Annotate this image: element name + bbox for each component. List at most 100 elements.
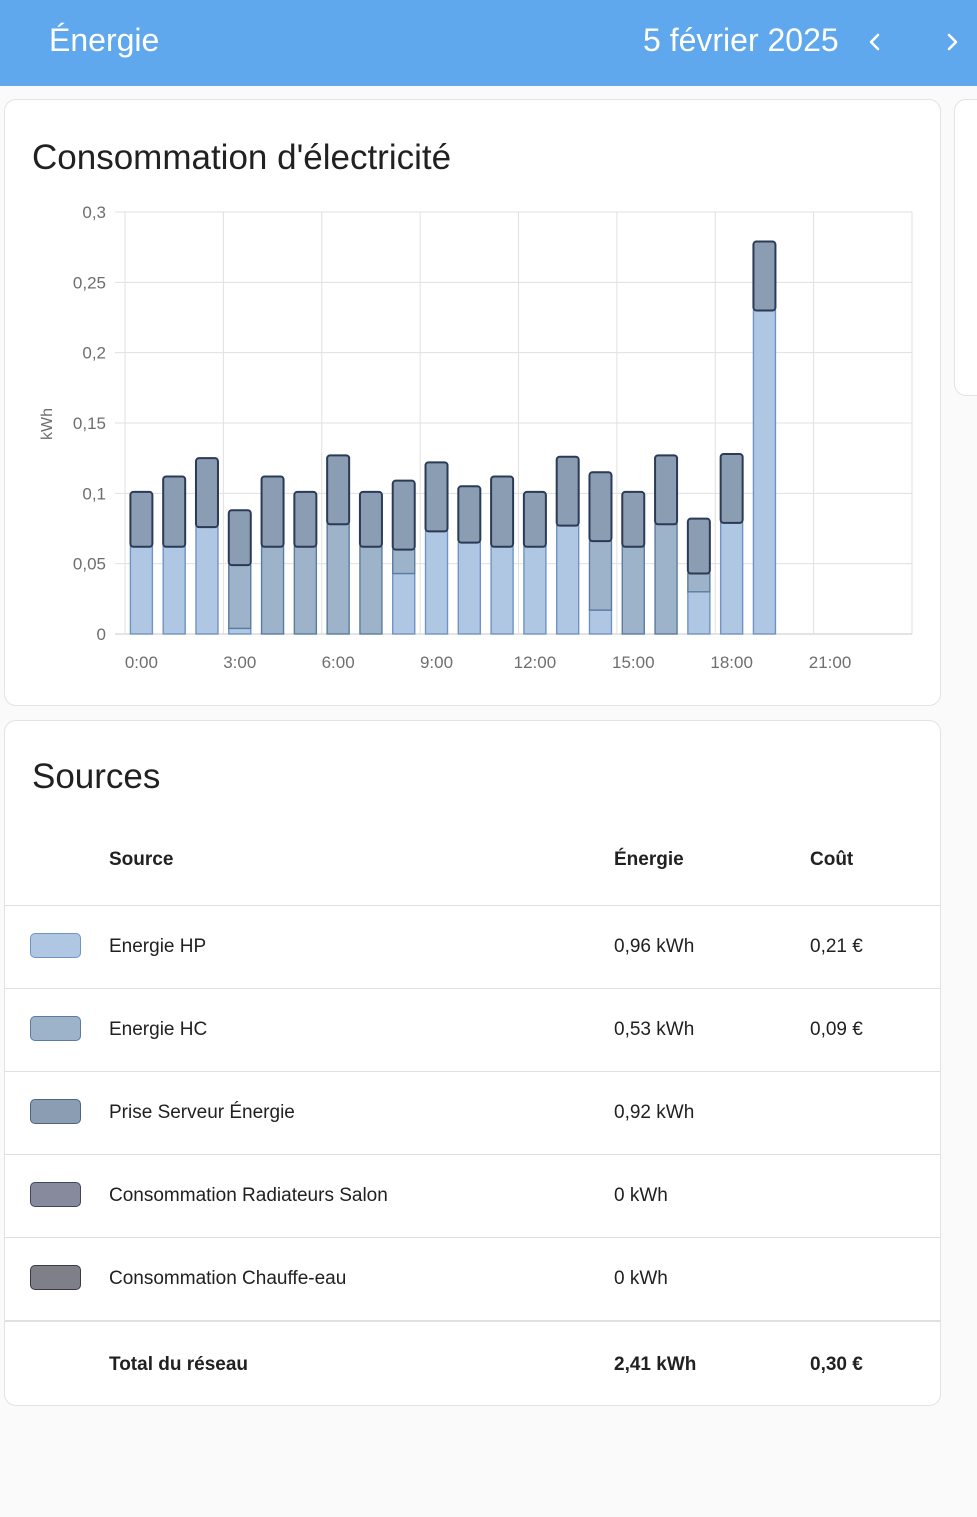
source-color-swatch (30, 1265, 81, 1290)
bar-segment (260, 546, 285, 635)
bar-segment (162, 475, 187, 548)
row-divider (5, 1237, 940, 1238)
bar-segment (424, 461, 449, 533)
bar-segment (326, 454, 351, 526)
source-name: Energie HC (109, 1019, 208, 1040)
bar-segment (686, 517, 711, 575)
bar-segment (228, 627, 252, 635)
date-display: 5 février 2025 (643, 22, 839, 58)
bar-segment (555, 455, 580, 527)
y-tick-label: 0 (97, 625, 106, 644)
bar-segment (194, 457, 219, 529)
bar-segment (621, 546, 645, 635)
bar-segment (522, 490, 547, 548)
previous-day-button[interactable] (853, 18, 897, 66)
row-divider (5, 1071, 940, 1072)
header-cost: Coût (810, 849, 854, 870)
bar-segment (424, 530, 449, 635)
bar-segment (490, 475, 515, 548)
total-label: Total du réseau (109, 1354, 249, 1375)
bar-segment (621, 490, 646, 548)
x-tick-label: 12:00 (514, 653, 557, 672)
bar-segment (195, 526, 219, 635)
source-energy: 0,53 kWh (614, 1019, 695, 1040)
x-tick-label: 6:00 (322, 653, 355, 672)
next-day-button[interactable] (930, 18, 974, 66)
y-axis-label: kWh (39, 408, 56, 440)
bar-segment (326, 523, 350, 635)
source-name: Energie HP (109, 936, 207, 957)
y-tick-label: 0,3 (82, 203, 106, 222)
x-tick-label: 9:00 (420, 653, 453, 672)
source-energy: 0,96 kWh (614, 936, 695, 957)
bar-segment (654, 454, 679, 526)
bar-segment (719, 522, 744, 635)
bar-segment (654, 523, 678, 635)
source-color-swatch (30, 1016, 81, 1041)
table-divider (5, 905, 940, 906)
bar-segment (392, 548, 416, 575)
bar-segment (359, 546, 383, 635)
consumption-chart: 0 0,05 0,1 0,15 0,2 0,25 0,3 0:00 3:00 6:00 9:00 12… (39, 203, 913, 672)
bar-segment (490, 546, 514, 635)
source-color-swatch (30, 1182, 81, 1207)
bar-segment (162, 546, 186, 635)
bar-segment (392, 572, 416, 635)
source-name: Prise Serveur Énergie (109, 1102, 295, 1123)
y-tick-label: 0,05 (73, 555, 106, 574)
bar-segment (588, 471, 613, 543)
bar-segment (687, 572, 711, 593)
total-energy: 2,41 kWh (614, 1354, 697, 1375)
bar-segment (523, 546, 547, 635)
bar-segment (228, 564, 252, 630)
chevron-right-icon (947, 33, 958, 51)
top-app-bar: Énergie 5 février 2025 (0, 0, 977, 86)
row-divider (5, 988, 940, 989)
source-color-swatch (30, 933, 81, 958)
y-tick-label: 0,25 (73, 273, 106, 292)
source-energy: 0 kWh (614, 1185, 668, 1206)
total-divider (5, 1320, 940, 1322)
header-source: Source (109, 849, 174, 870)
bar-segment (391, 479, 416, 551)
x-tick-label: 15:00 (612, 653, 655, 672)
source-name: Consommation Radiateurs Salon (109, 1185, 388, 1206)
bar-segment (358, 490, 383, 548)
source-name: Consommation Chauffe-eau (109, 1268, 347, 1289)
bar-segment (129, 490, 154, 548)
bar-segment (293, 546, 318, 635)
header-energy: Énergie (614, 849, 684, 870)
bar-segment (555, 524, 580, 635)
chart-title: Consommation d'électricité (32, 138, 452, 177)
bar-segment (227, 509, 252, 567)
adjacent-card (954, 99, 977, 396)
total-cost: 0,30 € (810, 1354, 863, 1375)
y-tick-label: 0,1 (82, 484, 106, 503)
source-energy: 0 kWh (614, 1268, 668, 1289)
x-tick-label: 21:00 (809, 653, 852, 672)
bar-segment (752, 240, 777, 312)
page-title: Énergie (49, 22, 160, 58)
y-tick-label: 0,2 (82, 344, 106, 363)
bar-segment (457, 541, 482, 635)
source-energy: 0,92 kWh (614, 1102, 695, 1123)
bar-segment (588, 540, 613, 611)
source-cost: 0,09 € (810, 1019, 863, 1040)
chevron-left-icon (869, 33, 880, 51)
sources-title: Sources (32, 757, 161, 796)
row-divider (5, 1154, 940, 1155)
source-color-swatch (30, 1099, 81, 1124)
x-tick-label: 3:00 (223, 653, 256, 672)
sources-card: Sources (4, 720, 941, 1406)
bar-segment (260, 475, 285, 548)
bar-segment (457, 485, 482, 544)
bar-segment (752, 309, 777, 635)
source-cost: 0,21 € (810, 936, 863, 957)
bar-segment (687, 591, 711, 635)
y-tick-label: 0,15 (73, 414, 106, 433)
bar-segment (719, 452, 744, 524)
bar-segment (293, 490, 318, 548)
x-tick-label: 0:00 (125, 653, 158, 672)
bar-segment (129, 546, 154, 635)
bar-segment (588, 609, 613, 635)
